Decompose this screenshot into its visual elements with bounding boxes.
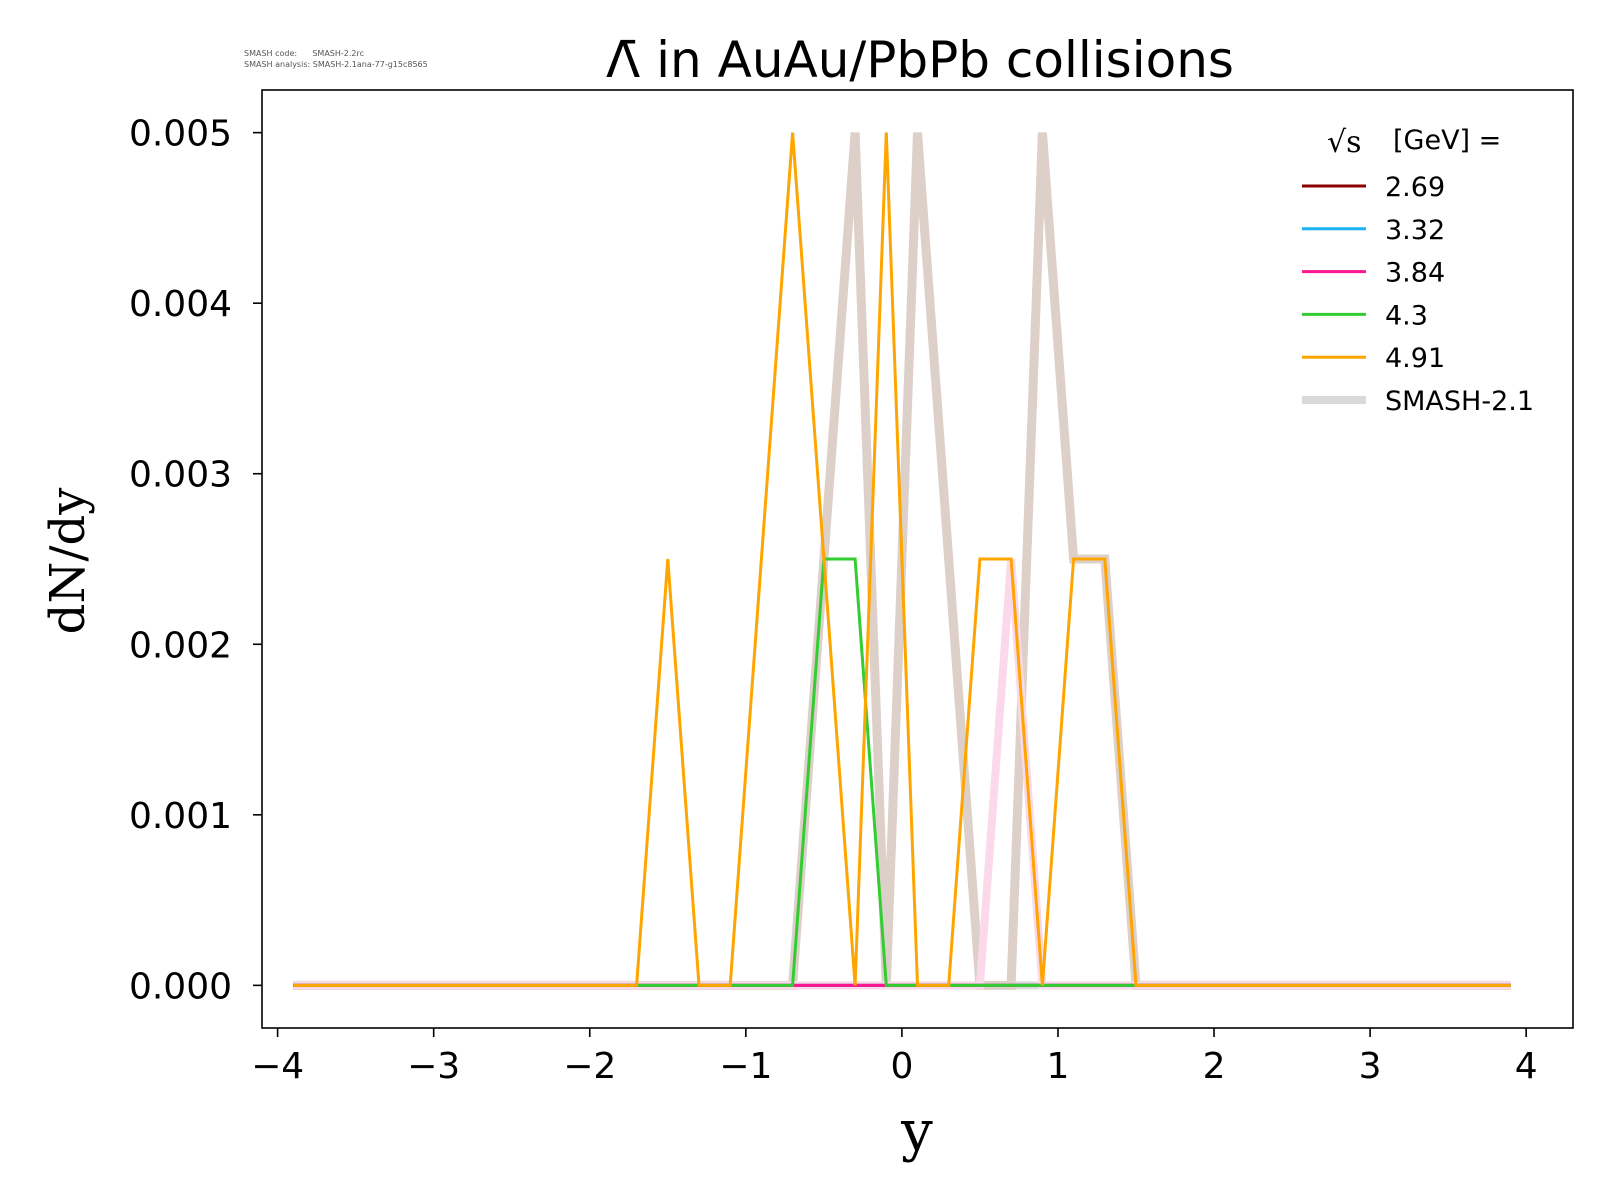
smash-code-line: SMASH code: SMASH-2.2rc — [244, 49, 364, 59]
smash-analysis-line: SMASH analysis: SMASH-2.1ana-77-g15c8565 — [244, 60, 428, 70]
legend-title-rest: [GeV] = — [1393, 125, 1501, 156]
y-tick-label: 0.005 — [129, 114, 232, 155]
chart-title: Λ̄ in AuAu/PbPb collisions — [606, 31, 1234, 89]
legend-label: 3.84 — [1385, 258, 1445, 289]
y-tick-label: 0.003 — [129, 455, 232, 496]
x-axis-label: y — [900, 1099, 933, 1164]
legend-label: SMASH-2.1 — [1385, 386, 1534, 417]
plot-area — [293, 132, 1511, 990]
x-tick-label: 4 — [1515, 1046, 1538, 1087]
legend: √s [GeV] = 2.69 3.32 3.84 4.3 4.91 SMASH-2.1 — [1302, 125, 1534, 417]
legend-title-sqrt: √s — [1327, 125, 1362, 160]
smash-analysis-value: SMASH-2.1ana-77-g15c8565 — [312, 60, 428, 69]
x-tick-label: 3 — [1359, 1046, 1382, 1087]
y-tick-label: 0.002 — [129, 625, 232, 666]
x-tick-label: −2 — [563, 1046, 616, 1087]
y-axis-label: dN/dy — [40, 488, 96, 635]
legend-items: 2.69 3.32 3.84 4.3 4.91 SMASH-2.1 — [1302, 172, 1534, 417]
x-tick-label: 1 — [1047, 1046, 1070, 1087]
y-tick-label: 0.004 — [129, 284, 232, 325]
x-tick-label: 2 — [1203, 1046, 1226, 1087]
legend-label: 2.69 — [1385, 172, 1445, 203]
smash-code-value: SMASH-2.2rc — [312, 49, 365, 58]
axes-frame — [261, 89, 1574, 1029]
legend-label: 3.32 — [1385, 215, 1445, 246]
y-tick-label: 0.001 — [129, 796, 232, 837]
smash-analysis-label: SMASH analysis: — [244, 60, 311, 69]
y-tick-label: 0.000 — [129, 966, 232, 1007]
legend-label: 4.91 — [1385, 343, 1445, 374]
x-tick-label: −3 — [407, 1046, 460, 1087]
legend-label: 4.3 — [1385, 300, 1428, 331]
series-line-4-91-7 — [293, 132, 1511, 987]
smash-code-label: SMASH code: — [244, 49, 298, 58]
x-tick-label: 0 — [890, 1046, 913, 1087]
x-tick-label: −1 — [719, 1046, 772, 1087]
x-ticks: −4 −3 −2 −1 0 1 2 3 4 — [251, 1028, 1538, 1087]
x-tick-label: −4 — [251, 1046, 304, 1087]
y-ticks: 0.000 0.001 0.002 0.003 0.004 0.005 — [129, 114, 262, 1007]
